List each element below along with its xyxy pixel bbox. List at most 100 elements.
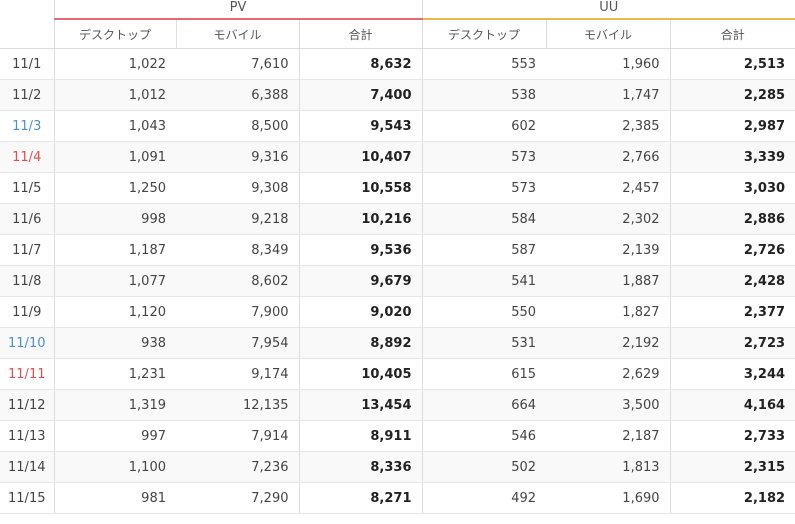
column-header-row: デスクトップ モバイル 合計 デスクトップ モバイル 合計 (0, 19, 795, 49)
uu-total-cell: 4,164 (670, 389, 795, 421)
date-header (0, 19, 55, 49)
uu-desktop-cell: 573 (422, 141, 547, 173)
pv-desktop-cell: 1,250 (54, 172, 176, 204)
uu-desktop-cell: 602 (422, 110, 547, 142)
uu-total-header: 合計 (670, 19, 795, 49)
uu-desktop-cell: 541 (422, 265, 547, 297)
table-row: 11/3 1,043 8,500 9,543 602 2,385 2,987 (0, 110, 795, 142)
pv-mobile-cell: 12,135 (176, 389, 300, 421)
uu-mobile-cell: 1,813 (546, 451, 671, 483)
pv-mobile-cell: 8,349 (176, 234, 300, 266)
uu-mobile-cell: 1,690 (546, 482, 671, 514)
pv-total-cell: 9,020 (299, 296, 423, 328)
pv-total-cell: 13,454 (299, 389, 423, 421)
table-row: 11/6 998 9,218 10,216 584 2,302 2,886 (0, 203, 795, 235)
pv-total-cell: 9,679 (299, 265, 423, 297)
table-row: 11/2 1,012 6,388 7,400 538 1,747 2,285 (0, 79, 795, 111)
pv-mobile-cell: 7,900 (176, 296, 300, 328)
uu-total-cell: 2,726 (670, 234, 795, 266)
uu-mobile-cell: 2,192 (546, 327, 671, 359)
pv-total-cell: 9,543 (299, 110, 423, 142)
table-row: 11/13 997 7,914 8,911 546 2,187 2,733 (0, 420, 795, 452)
pv-mobile-cell: 9,174 (176, 358, 300, 390)
pv-group-header: PV (54, 0, 423, 20)
table-row: 11/10 938 7,954 8,892 531 2,192 2,723 (0, 327, 795, 359)
date-cell: 11/15 (0, 482, 55, 514)
table-row: 11/11 1,231 9,174 10,405 615 2,629 3,244 (0, 358, 795, 390)
pv-total-cell: 8,271 (299, 482, 423, 514)
pv-mobile-cell: 8,500 (176, 110, 300, 142)
corner-cell (0, 0, 55, 19)
date-cell: 11/2 (0, 79, 55, 111)
uu-mobile-cell: 2,385 (546, 110, 671, 142)
uu-total-cell: 2,733 (670, 420, 795, 452)
pv-mobile-header: モバイル (176, 19, 300, 49)
pv-total-cell: 10,558 (299, 172, 423, 204)
uu-total-cell: 2,723 (670, 327, 795, 359)
pv-desktop-cell: 1,077 (54, 265, 176, 297)
pv-desktop-cell: 938 (54, 327, 176, 359)
uu-total-cell: 3,244 (670, 358, 795, 390)
table-row: 11/15 981 7,290 8,271 492 1,690 2,182 (0, 482, 795, 514)
pv-desktop-cell: 1,012 (54, 79, 176, 111)
pv-mobile-cell: 9,308 (176, 172, 300, 204)
uu-mobile-cell: 2,187 (546, 420, 671, 452)
table-row: 11/1 1,022 7,610 8,632 553 1,960 2,513 (0, 48, 795, 80)
pv-mobile-cell: 9,316 (176, 141, 300, 173)
pv-mobile-cell: 7,954 (176, 327, 300, 359)
date-cell: 11/9 (0, 296, 55, 328)
pv-desktop-cell: 998 (54, 203, 176, 235)
pv-desktop-header: デスクトップ (54, 19, 177, 49)
uu-total-cell: 2,428 (670, 265, 795, 297)
uu-desktop-cell: 538 (422, 79, 547, 111)
date-cell: 11/13 (0, 420, 55, 452)
pv-total-cell: 8,632 (299, 48, 423, 80)
uu-mobile-cell: 2,302 (546, 203, 671, 235)
table-row: 11/14 1,100 7,236 8,336 502 1,813 2,315 (0, 451, 795, 483)
pv-desktop-cell: 997 (54, 420, 176, 452)
table-body: 11/1 1,022 7,610 8,632 553 1,960 2,513 11/2 1,01… (0, 48, 795, 514)
date-cell: 11/5 (0, 172, 55, 204)
uu-mobile-cell: 1,747 (546, 79, 671, 111)
pv-desktop-cell: 1,231 (54, 358, 176, 390)
uu-total-cell: 2,285 (670, 79, 795, 111)
pv-desktop-cell: 1,187 (54, 234, 176, 266)
date-cell: 11/7 (0, 234, 55, 266)
table-row: 11/8 1,077 8,602 9,679 541 1,887 2,428 (0, 265, 795, 297)
uu-total-cell: 3,030 (670, 172, 795, 204)
pv-total-cell: 8,892 (299, 327, 423, 359)
pv-total-header: 合計 (299, 19, 423, 49)
pv-desktop-cell: 1,100 (54, 451, 176, 483)
uu-total-cell: 2,377 (670, 296, 795, 328)
pv-mobile-cell: 7,290 (176, 482, 300, 514)
date-cell: 11/8 (0, 265, 55, 297)
pv-total-cell: 9,536 (299, 234, 423, 266)
uu-desktop-cell: 550 (422, 296, 547, 328)
date-cell: 11/3 (0, 110, 55, 142)
uu-mobile-cell: 2,629 (546, 358, 671, 390)
uu-desktop-header: デスクトップ (422, 19, 547, 49)
uu-mobile-header: モバイル (546, 19, 671, 49)
pv-desktop-cell: 1,022 (54, 48, 176, 80)
pv-desktop-cell: 1,043 (54, 110, 176, 142)
uu-desktop-cell: 531 (422, 327, 547, 359)
pv-total-cell: 10,407 (299, 141, 423, 173)
table-row: 11/12 1,319 12,135 13,454 664 3,500 4,164 (0, 389, 795, 421)
uu-total-cell: 2,886 (670, 203, 795, 235)
uu-desktop-cell: 546 (422, 420, 547, 452)
table-row: 11/4 1,091 9,316 10,407 573 2,766 3,339 (0, 141, 795, 173)
pv-total-cell: 7,400 (299, 79, 423, 111)
pv-mobile-cell: 6,388 (176, 79, 300, 111)
uu-desktop-cell: 553 (422, 48, 547, 80)
uu-desktop-cell: 587 (422, 234, 547, 266)
pv-mobile-cell: 8,602 (176, 265, 300, 297)
uu-total-cell: 2,182 (670, 482, 795, 514)
uu-mobile-cell: 1,960 (546, 48, 671, 80)
date-cell: 11/11 (0, 358, 55, 390)
table-row: 11/7 1,187 8,349 9,536 587 2,139 2,726 (0, 234, 795, 266)
date-cell: 11/6 (0, 203, 55, 235)
uu-total-cell: 2,987 (670, 110, 795, 142)
date-cell: 11/14 (0, 451, 55, 483)
uu-mobile-cell: 2,139 (546, 234, 671, 266)
